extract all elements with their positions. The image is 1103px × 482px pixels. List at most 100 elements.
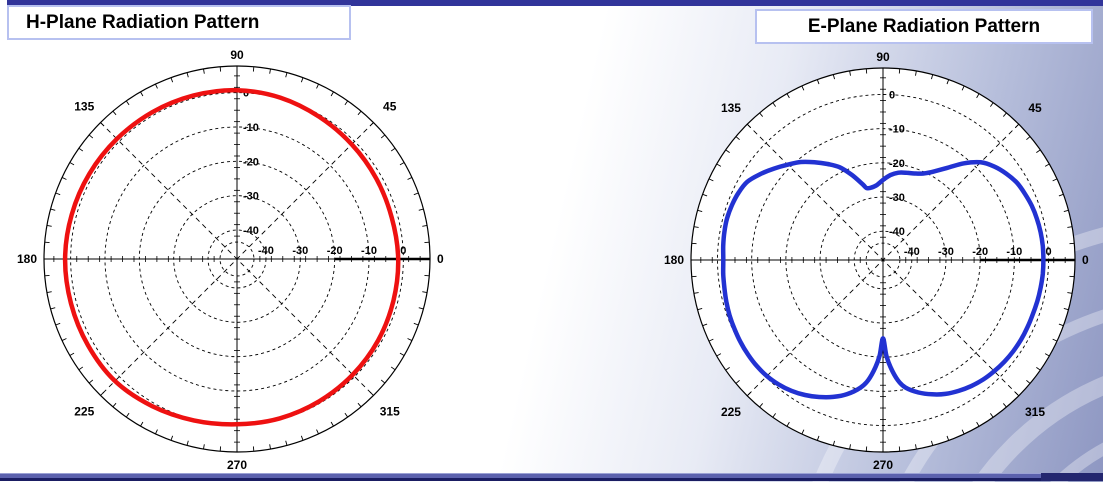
angle-tick <box>708 178 714 182</box>
angle-tick <box>1058 193 1064 197</box>
angle-tick <box>88 379 94 384</box>
angle-tick <box>702 193 708 197</box>
angle-tick <box>1036 149 1041 153</box>
angle-tick <box>50 307 56 310</box>
angle-tick <box>285 72 288 78</box>
angle-tick <box>55 322 61 326</box>
angle-tick <box>915 444 917 450</box>
angle-tick <box>759 403 764 408</box>
angle-tick <box>716 163 722 167</box>
angle-tick <box>125 412 130 418</box>
angle-tick <box>112 402 117 408</box>
radial-label-vertical: -20 <box>889 158 905 170</box>
angle-tick <box>1002 112 1007 117</box>
angle-tick <box>961 429 965 435</box>
angle-tick <box>697 308 703 311</box>
angle-tick <box>186 440 189 446</box>
diagonal-spoke <box>746 123 1020 397</box>
angle-tick <box>300 435 304 441</box>
angle-tick <box>330 91 334 97</box>
radial-label-horizontal: 0 <box>400 245 406 257</box>
angle-tick <box>55 192 61 196</box>
angle-tick <box>849 444 851 450</box>
angle-tick <box>772 413 776 418</box>
angle-tick <box>140 91 144 97</box>
angle-tick <box>422 225 428 227</box>
angle-tick <box>725 149 730 153</box>
angle-tick <box>390 147 396 152</box>
angle-tick <box>1052 338 1058 342</box>
angle-tick <box>422 291 428 293</box>
diagonal-spoke <box>100 122 374 396</box>
angle-tick <box>344 100 349 106</box>
angle-tick <box>1036 367 1041 371</box>
angle-tick <box>849 70 851 76</box>
angle-tick <box>801 85 805 91</box>
angle-tick <box>316 83 319 89</box>
angle-tick <box>418 307 424 310</box>
radial-label-horizontal: -40 <box>904 246 920 258</box>
angle-tick <box>88 134 94 139</box>
angle-tick <box>399 162 405 166</box>
angle-tick <box>61 177 67 180</box>
angle-tick <box>697 209 703 212</box>
angle-tick <box>269 68 271 74</box>
angle-tick <box>990 413 994 418</box>
angle-tick <box>155 83 158 89</box>
angle-tick <box>413 192 419 196</box>
angle-tick <box>725 367 730 371</box>
radial-label-horizontal: -20 <box>327 245 343 257</box>
angle-label-180: 180 <box>664 253 684 267</box>
angle-tick <box>330 421 334 427</box>
angle-tick <box>832 74 835 80</box>
e-plane-title-box: E-Plane Radiation Pattern <box>755 9 1093 44</box>
angle-tick <box>203 444 205 450</box>
angle-tick <box>816 79 820 85</box>
angle-tick <box>931 440 934 446</box>
angle-tick <box>946 79 950 85</box>
angle-tick <box>1067 292 1073 294</box>
radial-label-vertical: -40 <box>889 226 905 238</box>
angle-tick <box>693 292 699 294</box>
top-accent-bar <box>7 0 1103 6</box>
angle-tick <box>702 323 708 327</box>
e-plane-title: E-Plane Radiation Pattern <box>807 15 1041 37</box>
radial-label-vertical: -10 <box>889 124 905 136</box>
angle-tick <box>772 102 776 107</box>
angle-tick <box>380 379 386 384</box>
angle-tick <box>976 93 980 99</box>
angle-tick <box>990 102 994 107</box>
angle-tick <box>735 136 740 141</box>
angle-label-45: 45 <box>1028 101 1042 115</box>
angle-tick <box>61 338 67 341</box>
angle-tick <box>1067 226 1073 228</box>
angle-tick <box>69 352 75 356</box>
angle-tick <box>1058 323 1064 327</box>
angle-tick <box>186 72 189 78</box>
angle-tick <box>946 435 950 441</box>
angle-tick <box>140 421 144 427</box>
radial-label-horizontal: -30 <box>938 246 954 258</box>
angle-tick <box>1044 353 1050 357</box>
angle-label-315: 315 <box>1025 405 1045 419</box>
angle-tick <box>170 77 174 83</box>
angle-tick <box>413 322 419 326</box>
angle-tick <box>1063 308 1069 311</box>
angle-tick <box>1052 178 1058 182</box>
angle-tick <box>786 93 790 99</box>
angle-label-225: 225 <box>74 405 94 419</box>
bottom-bar-stripe-mid <box>0 474 1103 478</box>
angle-label-0: 0 <box>437 252 444 266</box>
radial-label-vertical: -20 <box>243 156 259 168</box>
angle-tick <box>357 110 362 116</box>
angle-tick <box>203 68 205 74</box>
angle-tick <box>316 429 319 435</box>
angle-tick <box>786 421 790 427</box>
radial-label-vertical: 0 <box>889 89 895 101</box>
bottom-accent-bar <box>0 473 1103 481</box>
angle-tick <box>285 440 288 446</box>
radial-label-vertical: -30 <box>243 191 259 203</box>
radial-label-vertical: -10 <box>243 122 259 134</box>
angle-tick <box>112 110 117 116</box>
angle-tick <box>407 177 413 180</box>
